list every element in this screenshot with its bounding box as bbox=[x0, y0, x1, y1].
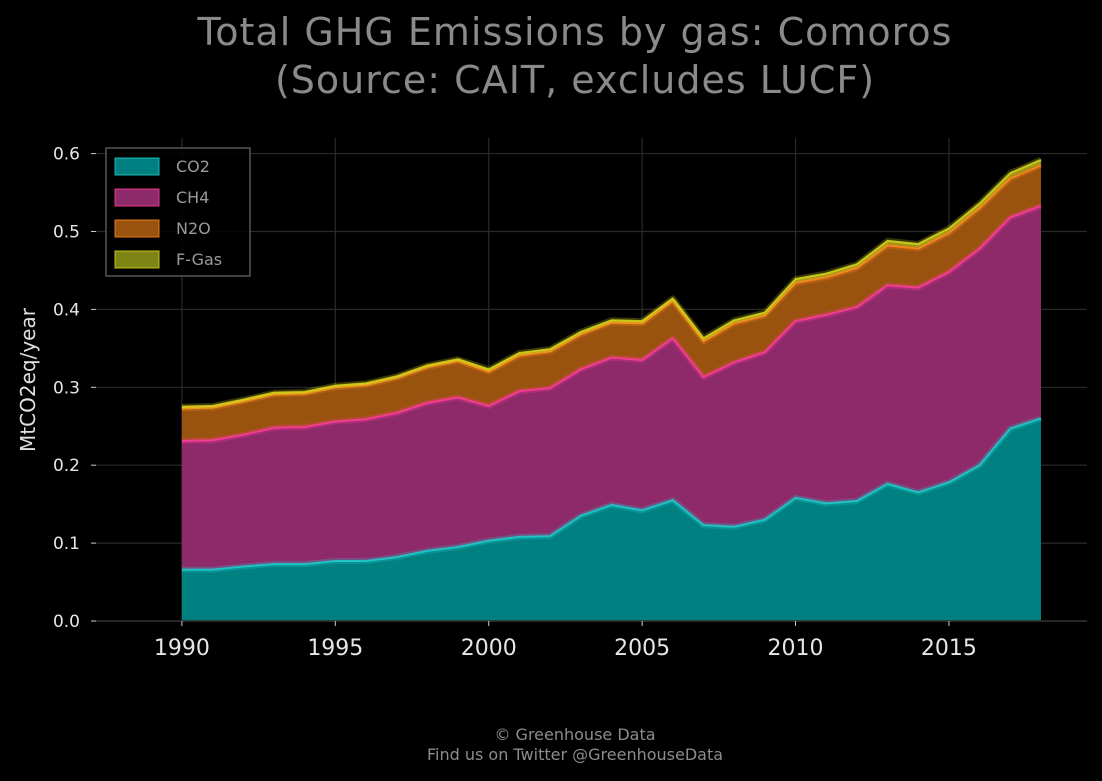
x-tick-label: 1995 bbox=[307, 636, 363, 661]
area-co2 bbox=[181, 418, 1041, 621]
legend-label-co2: CO2 bbox=[176, 157, 210, 176]
x-tick-label: 2010 bbox=[768, 636, 824, 661]
y-tick-label: 0.6 bbox=[53, 145, 80, 165]
x-tick-label: 2000 bbox=[461, 636, 517, 661]
credit-twitter: Find us on Twitter @GreenhouseData bbox=[426, 745, 724, 764]
legend-swatch-n2o bbox=[114, 219, 160, 238]
legend: CO2 CH4 N2O F-Gas bbox=[105, 147, 251, 277]
y-tick-label: 0.4 bbox=[53, 300, 80, 320]
legend-label-n2o: N2O bbox=[176, 219, 211, 238]
y-tick-label: 0.3 bbox=[53, 378, 80, 398]
x-tick-label: 1990 bbox=[154, 636, 210, 661]
axes: 1990 1995 2000 2005 2010 2015 0.0 0.1 0.2 0.3 0.4 0… bbox=[53, 145, 1087, 661]
chart-title-line-1: Total GHG Emissions by gas: Comoros bbox=[197, 10, 953, 54]
legend-label-ch4: CH4 bbox=[176, 188, 209, 207]
line-f-gas bbox=[181, 158, 1042, 408]
stacked-areas bbox=[181, 159, 1041, 621]
area-n2o bbox=[181, 165, 1041, 442]
y-axis-label: MtCO2eq/year bbox=[16, 307, 40, 452]
y-tick-label: 0.1 bbox=[53, 534, 80, 554]
series-lines bbox=[181, 157, 1043, 573]
credit-copyright: © Greenhouse Data bbox=[494, 725, 656, 744]
line-co2 bbox=[181, 417, 1042, 571]
line-ch4 bbox=[181, 204, 1042, 443]
y-tick-label: 0.2 bbox=[53, 456, 80, 476]
legend-swatch-co2 bbox=[114, 157, 160, 176]
y-tick-label: 0.0 bbox=[53, 612, 80, 632]
line-n2o bbox=[181, 164, 1042, 410]
x-tick-label: 2015 bbox=[921, 636, 977, 661]
area-ch4 bbox=[181, 205, 1041, 570]
legend-label-f-gas: F-Gas bbox=[176, 250, 222, 269]
legend-swatch-ch4 bbox=[114, 188, 160, 207]
legend-swatch-f-gas bbox=[114, 250, 160, 269]
chart-title-line-2: (Source: CAIT, excludes LUCF) bbox=[274, 58, 876, 102]
x-tick-label: 2005 bbox=[614, 636, 670, 661]
y-tick-label: 0.5 bbox=[53, 222, 80, 242]
